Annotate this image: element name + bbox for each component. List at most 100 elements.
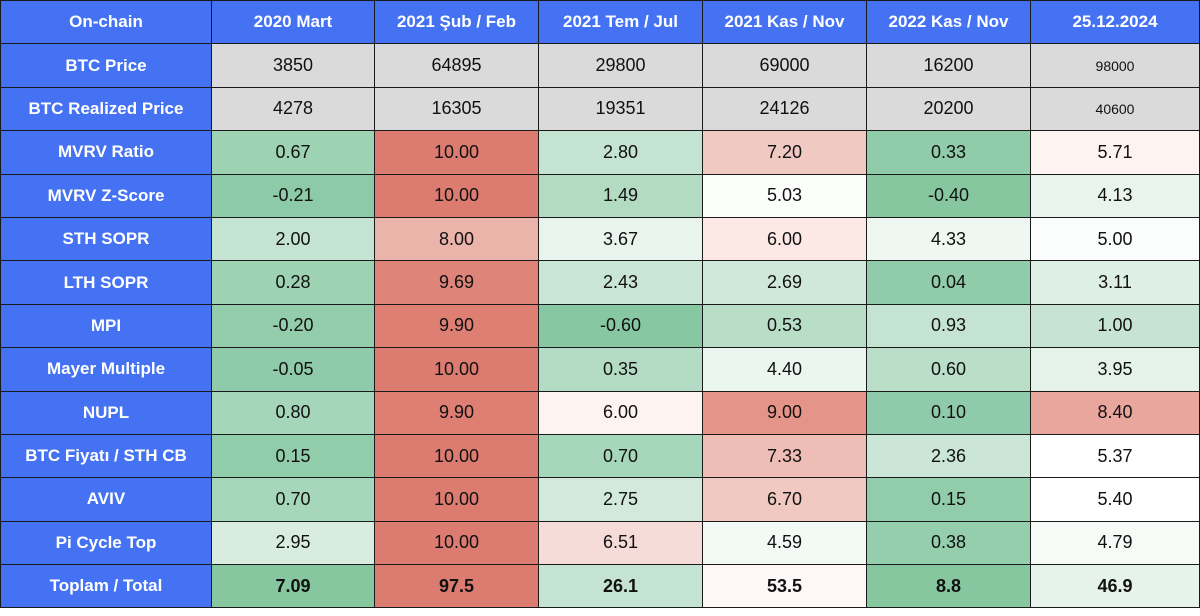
value-cell: 3.67 xyxy=(538,216,703,262)
value-cell: -0.60 xyxy=(538,303,703,349)
value-cell: 0.70 xyxy=(211,477,375,522)
value-cell: 5.71 xyxy=(1030,130,1200,175)
value-cell: 7.33 xyxy=(702,433,867,479)
value-cell: 20200 xyxy=(866,86,1031,132)
value-cell: 5.37 xyxy=(1030,433,1200,479)
value-cell: 5.40 xyxy=(1030,477,1200,522)
table-row: LTH SOPR 0.28 9.69 2.43 2.69 0.04 3.11 xyxy=(0,260,1200,305)
value-cell: 10.00 xyxy=(374,173,539,218)
header-row: On-chain 2020 Mart 2021 Şub / Feb 2021 T… xyxy=(0,0,1200,45)
value-cell: 10.00 xyxy=(374,433,539,479)
value-cell: 24126 xyxy=(702,86,867,132)
value-cell: 1.00 xyxy=(1030,303,1200,349)
value-cell: 2.69 xyxy=(702,260,867,305)
value-cell: 2.43 xyxy=(538,260,703,305)
value-cell: -0.20 xyxy=(211,303,375,349)
value-cell: 0.15 xyxy=(211,433,375,479)
value-cell: 3.95 xyxy=(1030,347,1200,392)
value-cell: -0.21 xyxy=(211,173,375,218)
value-cell: 6.00 xyxy=(702,216,867,262)
value-cell: 64895 xyxy=(374,43,539,88)
row-label: BTC Price xyxy=(0,43,212,88)
value-cell: 0.93 xyxy=(866,303,1031,349)
value-cell: 29800 xyxy=(538,43,703,88)
table-row: Pi Cycle Top 2.95 10.00 6.51 4.59 0.38 4… xyxy=(0,520,1200,566)
header-cell: 2021 Tem / Jul xyxy=(538,0,703,45)
value-cell: 3850 xyxy=(211,43,375,88)
table-row: MVRV Ratio 0.67 10.00 2.80 7.20 0.33 5.7… xyxy=(0,130,1200,175)
value-cell: -0.05 xyxy=(211,347,375,392)
row-label: MVRV Ratio xyxy=(0,130,212,175)
value-cell: 40600 xyxy=(1030,86,1200,132)
value-cell: 0.80 xyxy=(211,390,375,435)
value-cell: 4278 xyxy=(211,86,375,132)
row-label: Pi Cycle Top xyxy=(0,520,212,566)
value-cell: 1.49 xyxy=(538,173,703,218)
value-cell: 4.33 xyxy=(866,216,1031,262)
value-cell: 16200 xyxy=(866,43,1031,88)
value-cell: 8.00 xyxy=(374,216,539,262)
total-row: Toplam / Total 7.09 97.5 26.1 53.5 8.8 4… xyxy=(0,564,1200,609)
value-cell: 2.95 xyxy=(211,520,375,566)
value-cell: 0.28 xyxy=(211,260,375,305)
table-row: STH SOPR 2.00 8.00 3.67 6.00 4.33 5.00 xyxy=(0,216,1200,262)
value-cell: 8.40 xyxy=(1030,390,1200,435)
header-cell: 2021 Kas / Nov xyxy=(702,0,867,45)
row-label: LTH SOPR xyxy=(0,260,212,305)
value-cell: 10.00 xyxy=(374,477,539,522)
value-cell: 0.38 xyxy=(866,520,1031,566)
value-cell: 16305 xyxy=(374,86,539,132)
row-label: BTC Fiyatı / STH CB xyxy=(0,433,212,479)
value-cell: 0.70 xyxy=(538,433,703,479)
row-label: Mayer Multiple xyxy=(0,347,212,392)
value-cell: 4.13 xyxy=(1030,173,1200,218)
row-label: NUPL xyxy=(0,390,212,435)
value-cell: 0.53 xyxy=(702,303,867,349)
value-cell: 10.00 xyxy=(374,347,539,392)
value-cell: 6.00 xyxy=(538,390,703,435)
value-cell: 0.67 xyxy=(211,130,375,175)
row-label: BTC Realized Price xyxy=(0,86,212,132)
total-cell: 26.1 xyxy=(538,564,703,609)
table-row: BTC Fiyatı / STH CB 0.15 10.00 0.70 7.33… xyxy=(0,433,1200,479)
value-cell: 0.60 xyxy=(866,347,1031,392)
value-cell: 2.75 xyxy=(538,477,703,522)
value-cell: 3.11 xyxy=(1030,260,1200,305)
table-row: AVIV 0.70 10.00 2.75 6.70 0.15 5.40 xyxy=(0,477,1200,522)
header-cell: On-chain xyxy=(0,0,212,45)
total-label: Toplam / Total xyxy=(0,564,212,609)
value-cell: 5.00 xyxy=(1030,216,1200,262)
table-row: BTC Price 3850 64895 29800 69000 16200 9… xyxy=(0,43,1200,88)
value-cell: 0.04 xyxy=(866,260,1031,305)
value-cell: 9.69 xyxy=(374,260,539,305)
value-cell: 98000 xyxy=(1030,43,1200,88)
value-cell: 4.40 xyxy=(702,347,867,392)
value-cell: 5.03 xyxy=(702,173,867,218)
header-cell: 2021 Şub / Feb xyxy=(374,0,539,45)
header-cell: 2022 Kas / Nov xyxy=(866,0,1031,45)
total-cell: 46.9 xyxy=(1030,564,1200,609)
value-cell: 10.00 xyxy=(374,520,539,566)
value-cell: 7.20 xyxy=(702,130,867,175)
total-cell: 8.8 xyxy=(866,564,1031,609)
value-cell: 9.90 xyxy=(374,303,539,349)
value-cell: 19351 xyxy=(538,86,703,132)
value-cell: 10.00 xyxy=(374,130,539,175)
row-label: AVIV xyxy=(0,477,212,522)
value-cell: 0.10 xyxy=(866,390,1031,435)
value-cell: 9.00 xyxy=(702,390,867,435)
value-cell: 2.36 xyxy=(866,433,1031,479)
value-cell: 0.33 xyxy=(866,130,1031,175)
row-label: STH SOPR xyxy=(0,216,212,262)
header-cell: 25.12.2024 xyxy=(1030,0,1200,45)
value-cell: -0.40 xyxy=(866,173,1031,218)
value-cell: 69000 xyxy=(702,43,867,88)
value-cell: 0.35 xyxy=(538,347,703,392)
table-row: NUPL 0.80 9.90 6.00 9.00 0.10 8.40 xyxy=(0,390,1200,435)
value-cell: 2.00 xyxy=(211,216,375,262)
table-row: BTC Realized Price 4278 16305 19351 2412… xyxy=(0,86,1200,132)
row-label: MPI xyxy=(0,303,212,349)
value-cell: 9.90 xyxy=(374,390,539,435)
row-label: MVRV Z-Score xyxy=(0,173,212,218)
